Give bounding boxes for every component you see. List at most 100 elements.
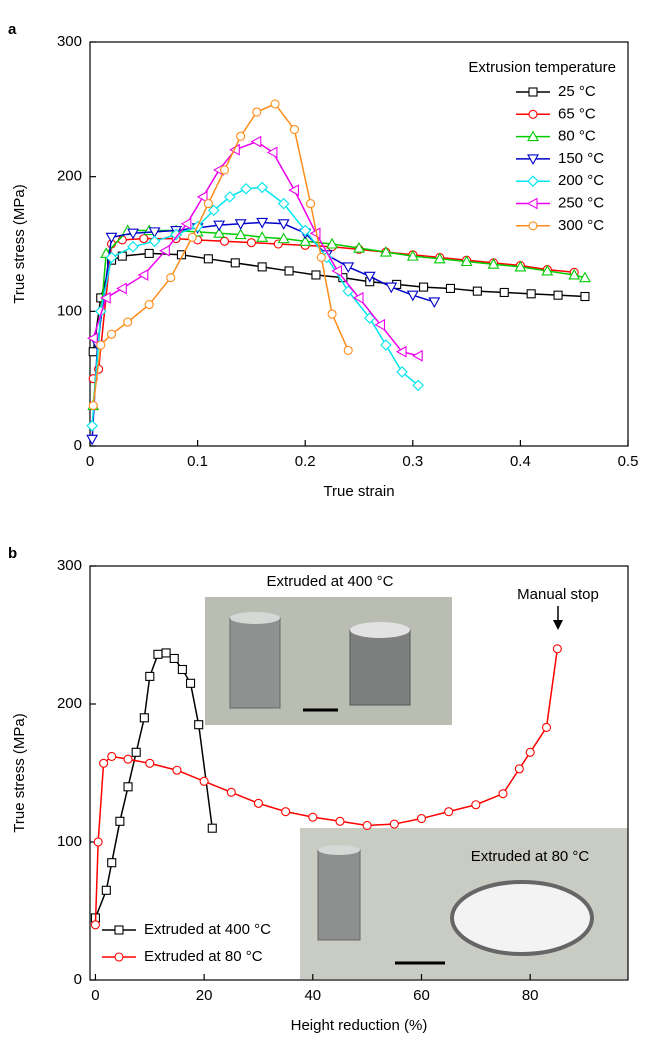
marker	[528, 87, 538, 97]
y-tick-label: 100	[57, 833, 82, 850]
y-axis-label: True stress (MPa)	[11, 713, 28, 832]
marker	[234, 228, 247, 240]
x-tick-label: 0.4	[510, 453, 531, 470]
marker	[428, 297, 441, 309]
marker	[579, 271, 591, 283]
marker	[528, 221, 538, 231]
marker	[256, 217, 269, 229]
legend-label: 150 °C	[558, 150, 604, 167]
marker	[353, 241, 365, 253]
y-tick-label: 300	[57, 557, 82, 574]
marker	[246, 238, 256, 248]
marker	[433, 252, 446, 264]
legend-label: 300 °C	[558, 217, 604, 234]
marker	[100, 291, 111, 304]
annotation: Extruded at 400 °C	[267, 573, 394, 590]
marker	[412, 379, 424, 392]
marker	[207, 823, 217, 833]
marker	[172, 765, 182, 775]
marker	[316, 252, 326, 263]
sample	[349, 629, 411, 706]
panel-label: a	[8, 21, 17, 38]
marker	[526, 197, 538, 210]
marker	[525, 747, 535, 757]
marker	[289, 124, 299, 135]
marker	[250, 135, 262, 148]
marker	[257, 262, 267, 272]
marker	[389, 819, 399, 829]
marker	[396, 366, 408, 378]
marker	[460, 255, 473, 267]
series	[92, 140, 419, 357]
sample	[350, 622, 410, 638]
marker	[580, 291, 590, 302]
marker	[234, 219, 247, 230]
marker	[374, 318, 386, 331]
arrow-head	[553, 620, 563, 630]
marker	[299, 224, 311, 237]
x-tick-label: 0.3	[402, 453, 423, 470]
marker	[107, 858, 117, 868]
marker	[127, 240, 139, 253]
marker	[342, 262, 355, 274]
marker	[406, 249, 419, 261]
marker	[123, 782, 133, 792]
marker	[288, 184, 299, 197]
series	[92, 229, 586, 406]
marker	[527, 154, 539, 166]
marker	[114, 952, 124, 962]
annotation: Extruded at 80 °C	[471, 848, 590, 865]
marker	[527, 130, 539, 142]
x-tick-label: 0.5	[618, 453, 639, 470]
marker	[541, 722, 552, 733]
marker	[343, 345, 353, 355]
sample	[230, 612, 280, 624]
marker	[284, 266, 294, 276]
marker	[406, 290, 419, 302]
sample	[229, 617, 281, 709]
y-tick-label: 300	[57, 33, 82, 50]
legend-label: 80 °C	[558, 128, 596, 145]
marker	[96, 340, 106, 350]
y-axis-label: True stress (MPa)	[11, 184, 28, 303]
annotation: Manual stop	[517, 586, 599, 603]
marker	[105, 251, 118, 264]
marker	[219, 236, 230, 246]
x-tick-label: 0	[91, 987, 99, 1004]
marker	[207, 204, 220, 217]
marker	[166, 273, 176, 283]
marker	[107, 751, 117, 761]
marker	[139, 713, 149, 723]
marker	[88, 347, 98, 357]
marker	[169, 653, 179, 664]
marker	[219, 165, 230, 175]
marker	[528, 109, 538, 119]
marker	[277, 219, 290, 230]
plot-frame	[89, 41, 629, 447]
marker	[180, 217, 192, 230]
x-tick-label: 0.2	[295, 453, 316, 470]
marker	[145, 671, 155, 681]
marker	[445, 283, 456, 293]
legend-label: 250 °C	[558, 194, 604, 211]
marker	[327, 309, 337, 319]
marker	[444, 807, 454, 817]
marker	[144, 248, 154, 258]
x-tick-label: 20	[196, 987, 213, 1004]
marker	[213, 220, 226, 232]
marker	[308, 812, 318, 822]
x-tick-label: 60	[413, 987, 430, 1004]
y-tick-label: 0	[74, 437, 82, 454]
marker	[159, 244, 170, 257]
marker	[252, 107, 262, 117]
marker	[487, 258, 500, 269]
series-line	[92, 237, 575, 380]
marker	[335, 816, 345, 826]
y-tick-label: 100	[57, 302, 82, 319]
marker	[236, 131, 246, 141]
marker	[106, 329, 117, 339]
marker	[552, 644, 562, 654]
marker	[541, 264, 554, 276]
series-line	[91, 221, 435, 440]
marker	[380, 339, 392, 351]
